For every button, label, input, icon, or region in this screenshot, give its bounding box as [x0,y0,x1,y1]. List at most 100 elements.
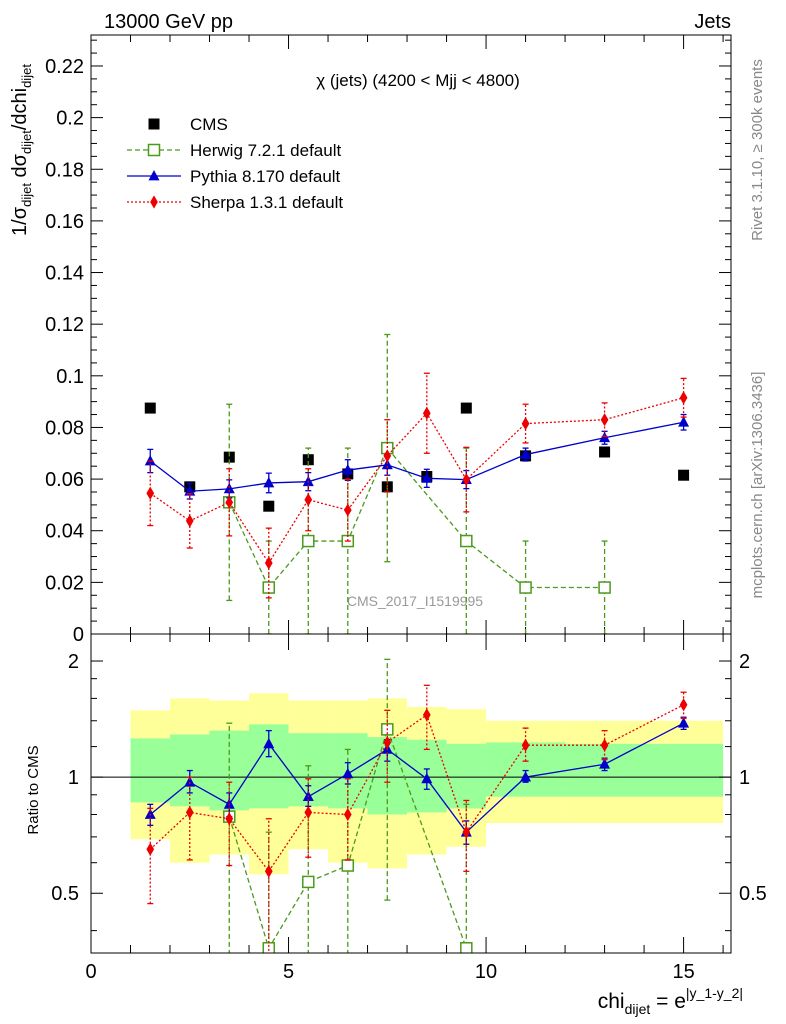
process-label: Jets [694,11,731,33]
ratio-frame [90,633,732,954]
legend-entry: Sherpa 1.3.1 default [127,193,343,212]
legend-label: Herwig 7.2.1 default [190,141,341,160]
ratio-panel: 0.5 0.5 1 1 2 2 0 5 10 15 Ratio to CMS chidijet =… [25,633,767,1017]
main-y-tick-label: 0.06 [45,469,84,491]
main-ylabel-group: 1/σdijet dσdijet/dchidijet [9,64,34,236]
ratio-line [149,722,684,834]
data-point [223,482,235,494]
ratio-point [146,842,155,856]
data-point [264,556,273,570]
data-point [262,581,276,594]
ratio-point [264,864,273,878]
data-point [421,472,433,483]
ratio-y-tick-label-right: 2 [739,651,750,673]
legend-entry: Pythia 8.170 default [127,167,341,186]
energy-label: 13000 GeV pp [104,11,233,33]
legend-label: CMS [190,115,228,134]
data-point [678,469,690,481]
data-point [422,406,431,420]
main-y-tick-label: 0.04 [45,521,84,543]
main-watermark-group: CMS_2017_I1519995 [347,593,483,609]
data-point [381,458,393,470]
legend-marker [148,118,160,130]
rivet-label: Rivet 3.1.10, ≥ 300k events [749,59,766,241]
inner-band [565,743,724,797]
ratio-line [228,727,467,950]
ratio-y-tick-label: 2 [68,651,79,673]
ratio-point [462,825,471,839]
data-point [146,486,155,500]
main-y-tick-label: 0.2 [56,108,84,130]
data-point [460,534,473,548]
x-tick-label: 0 [85,961,96,983]
legend-label: Pythia 8.170 default [190,167,341,186]
ratio-point [422,708,431,722]
data-point [185,514,194,528]
series-line [149,421,684,492]
ratio-point [383,735,392,750]
data-point [302,454,314,466]
inner-band [130,738,171,803]
data-point [598,581,611,594]
series-sherpa [146,372,688,599]
main-series-layer [144,333,690,634]
legend-marker [148,169,160,181]
ratio-y-tick-label: 1 [68,767,79,789]
data-point [520,448,532,459]
legend-marker [150,195,158,209]
ratio-point [341,859,355,872]
x-axis-label: chidijet = e|y_1-y_2| [598,985,743,1017]
data-point [600,413,609,427]
main-y-axis-label: 1/σdijet dσdijet/dchidijet [9,64,34,236]
ratio-point [302,875,315,889]
data-point [383,449,392,463]
legend-label: Sherpa 1.3.1 default [190,193,343,212]
legend-marker [147,143,161,157]
ratio-point [263,737,275,749]
data-point [223,451,235,463]
main-y-tick-label: 0.1 [56,366,84,388]
legend-entry: Herwig 7.2.1 default [127,141,341,160]
data-point [679,391,688,405]
chart-title: χ (jets) (4200 < Mjj < 4800) [316,71,520,90]
data-point [343,503,352,517]
x-tick-label: 15 [672,961,694,983]
x-tick-label: 5 [283,961,294,983]
ratio-point [460,942,473,953]
main-y-tick-label: 0.16 [45,211,84,233]
series-herwig [223,333,611,634]
data-point [521,416,530,431]
ratio-series-sherpa [146,684,688,953]
main-y-tick-label: 0 [73,624,84,646]
ratio-y-tick-label-right: 0.5 [739,883,767,905]
mcplots-label: mcplots.cern.ch [arXiv:1306.3436] [749,372,766,599]
ratio-y-axis-label: Ratio to CMS [25,745,42,834]
series-line [149,397,684,565]
series-line [228,446,605,589]
data-point [678,416,690,427]
data-point [184,485,196,496]
watermark: CMS_2017_I1519995 [347,593,483,609]
data-point [225,495,234,509]
ratio-point [678,717,690,728]
ratio-series-layer [144,658,690,953]
data-point [263,476,275,488]
main-y-tick-label: 0.02 [45,572,84,594]
legend: CMS Herwig 7.2.1 default Pythia 8.170 defa… [127,115,343,212]
main-y-tick-label: 0.18 [45,159,84,181]
ratio-point [343,807,352,822]
ratio-point [342,767,354,779]
main-y-ticks: 0 0.02 0.04 0.06 0.08 0.1 0.12 0.14 0.16 0.18 0.2 0… [45,35,731,646]
main-y-tick-label: 0.14 [45,263,84,285]
ratio-point [599,758,611,769]
data-point [462,473,471,487]
data-point [302,534,315,548]
ratio-point [679,698,688,712]
ratio-point [304,805,313,820]
ratio-point [184,776,196,787]
ratio-point [521,738,530,752]
main-y-tick-label: 0.12 [45,314,84,336]
inner-band [446,743,487,809]
main-frame [90,34,732,635]
data-point [519,581,532,594]
